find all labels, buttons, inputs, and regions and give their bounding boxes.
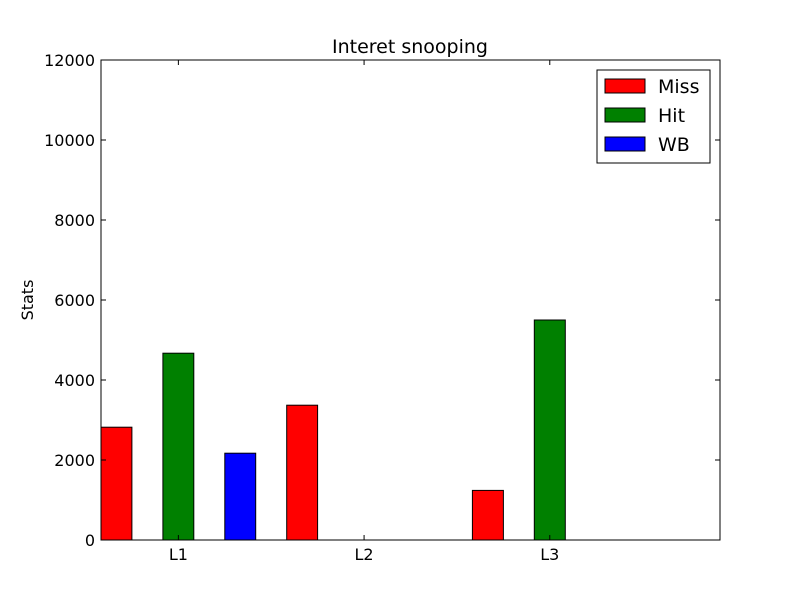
bar-hit-l1 (162, 352, 195, 541)
x-tick-label-l1: L1 (169, 545, 188, 564)
legend-swatch-wb (604, 136, 646, 152)
y-axis-label: Stats (18, 280, 37, 321)
y-tick-label: 2000 (54, 451, 95, 470)
bar-miss-l1 (100, 426, 133, 541)
legend-label-hit: Hit (658, 105, 685, 127)
y-tick-label: 12000 (44, 51, 95, 70)
y-tick-label: 6000 (54, 291, 95, 310)
x-tick-label-l3: L3 (540, 545, 559, 564)
legend-swatch-miss (604, 78, 646, 94)
y-tick-label: 4000 (54, 371, 95, 390)
bar-wb-l1 (224, 452, 257, 541)
y-tick-label: 8000 (54, 211, 95, 230)
legend: Miss Hit WB (596, 69, 711, 164)
bar-miss-l2 (286, 404, 319, 541)
y-tick-label: 0 (85, 531, 95, 550)
legend-swatch-hit (604, 107, 646, 123)
bar-hit-l3 (533, 319, 566, 541)
legend-label-wb: WB (658, 134, 690, 156)
x-tick-label-l2: L2 (355, 545, 374, 564)
y-tick-label: 10000 (44, 131, 95, 150)
bars-group (100, 319, 628, 541)
bar-miss-l3 (471, 489, 504, 541)
legend-label-miss: Miss (658, 76, 699, 98)
axes-group: 0 2000 4000 6000 8000 10000 12000 L1 L2 L3 (44, 51, 720, 564)
chart-title: Interet snooping (332, 36, 488, 58)
